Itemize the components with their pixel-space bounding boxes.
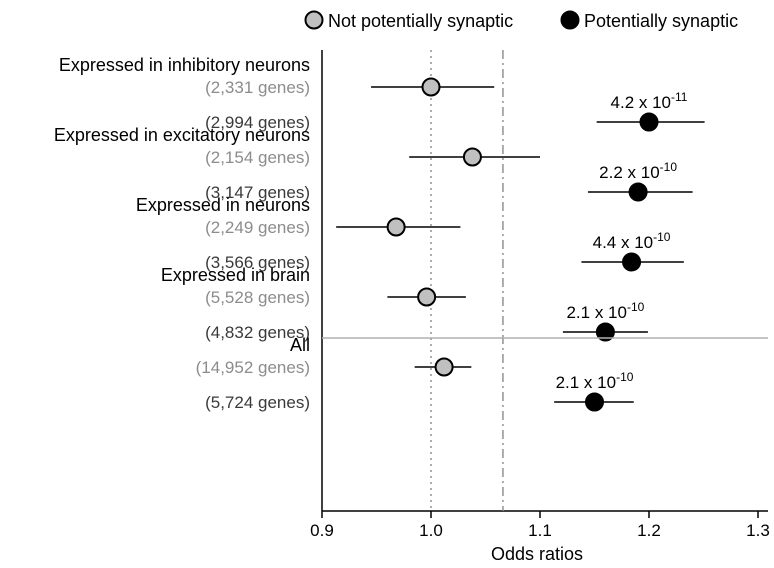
point-synaptic (639, 112, 659, 132)
legend-label-not-synaptic: Not potentially synaptic (328, 11, 513, 31)
x-tick-label: 0.9 (310, 521, 334, 540)
legend: Not potentially synaptic Potentially syn… (304, 10, 738, 31)
row-count-label: (3,147 genes) (205, 183, 310, 202)
row-count-label: (2,154 genes) (205, 148, 310, 167)
plot-area: 0.9 1.0 1.1 1.2 1.3 Expressed in inhibitory n… (54, 50, 770, 540)
legend-swatch-not-synaptic (304, 10, 324, 30)
group-label: Expressed in excitatory neurons (54, 125, 310, 145)
row-count-label: (2,994 genes) (205, 113, 310, 132)
row-count-label: (5,724 genes) (205, 393, 310, 412)
point-synaptic (628, 182, 648, 202)
point-not-synaptic (386, 217, 406, 237)
point-synaptic (585, 392, 604, 412)
x-tick-label: 1.0 (419, 521, 443, 540)
x-tick-label: 1.1 (528, 521, 552, 540)
legend-label-synaptic: Potentially synaptic (584, 11, 738, 31)
point-not-synaptic (421, 77, 441, 97)
point-not-synaptic (434, 357, 454, 377)
p-value-label: 2.1 x 10-10 (566, 300, 644, 322)
group-label: Expressed in brain (161, 265, 310, 285)
x-tick-label: 1.3 (746, 521, 770, 540)
p-value-label: 4.4 x 10-10 (593, 230, 671, 252)
row-count-label: (4,832 genes) (205, 323, 310, 342)
row-count-label: (2,249 genes) (205, 218, 310, 237)
point-not-synaptic (462, 147, 482, 167)
x-axis-title: Odds ratios (491, 544, 583, 564)
p-value-label: 2.2 x 10-10 (599, 160, 677, 182)
point-not-synaptic (417, 287, 437, 307)
group-label: All (290, 335, 310, 355)
x-tick-label: 1.2 (637, 521, 661, 540)
group-label: Expressed in inhibitory neurons (59, 55, 310, 75)
point-synaptic (595, 322, 615, 342)
legend-swatch-synaptic (560, 10, 580, 30)
p-value-label: 2.1 x 10-10 (556, 370, 634, 392)
p-value-label: 4.2 x 10-11 (611, 90, 688, 112)
group-label: Expressed in neurons (136, 195, 310, 215)
row-count-label: (5,528 genes) (205, 288, 310, 307)
row-count-label: (2,331 genes) (205, 78, 310, 97)
point-synaptic (622, 252, 642, 272)
row-count-label: (3,566 genes) (205, 253, 310, 272)
row-count-label: (14,952 genes) (196, 358, 310, 377)
